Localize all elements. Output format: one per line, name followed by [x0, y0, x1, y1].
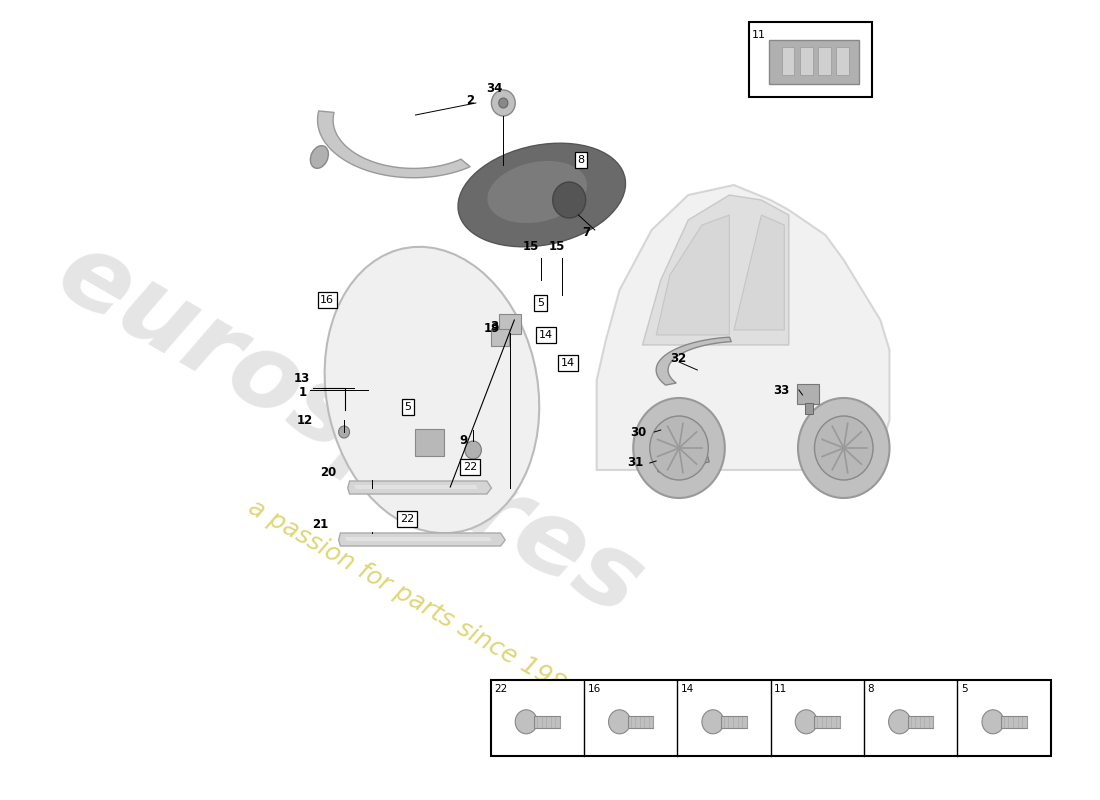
Text: 31: 31 — [627, 457, 644, 470]
Text: 9: 9 — [460, 434, 467, 447]
Polygon shape — [661, 423, 700, 440]
Circle shape — [650, 416, 708, 480]
Text: 7: 7 — [582, 226, 591, 238]
Bar — [814, 716, 840, 728]
Text: 15: 15 — [549, 239, 565, 253]
Bar — [781, 47, 794, 75]
Text: 34: 34 — [486, 82, 503, 94]
Circle shape — [795, 710, 817, 734]
Text: 15: 15 — [522, 239, 539, 253]
Polygon shape — [657, 337, 732, 385]
Circle shape — [814, 416, 873, 480]
Text: 5: 5 — [961, 684, 968, 694]
Text: eurospares: eurospares — [40, 222, 660, 638]
Bar — [628, 716, 653, 728]
Text: 3: 3 — [491, 319, 498, 333]
Bar — [908, 716, 934, 728]
FancyBboxPatch shape — [798, 384, 820, 404]
Text: 19: 19 — [483, 322, 499, 334]
Text: 12: 12 — [297, 414, 313, 426]
Text: 32: 32 — [670, 351, 686, 365]
Bar — [535, 716, 560, 728]
Text: 14: 14 — [539, 330, 553, 340]
Polygon shape — [354, 485, 477, 489]
Bar — [1001, 716, 1026, 728]
Polygon shape — [734, 215, 784, 330]
Text: 8: 8 — [868, 684, 875, 694]
Ellipse shape — [310, 146, 329, 168]
Text: 16: 16 — [587, 684, 601, 694]
Circle shape — [552, 182, 585, 218]
Circle shape — [634, 398, 725, 498]
FancyBboxPatch shape — [769, 40, 859, 84]
Polygon shape — [657, 451, 710, 472]
Circle shape — [492, 90, 515, 116]
Text: 20: 20 — [320, 466, 337, 478]
Text: 8: 8 — [578, 155, 584, 165]
Text: 14: 14 — [681, 684, 694, 694]
FancyBboxPatch shape — [805, 402, 813, 414]
Circle shape — [608, 710, 630, 734]
Bar — [800, 47, 813, 75]
Circle shape — [515, 710, 537, 734]
Circle shape — [498, 98, 508, 108]
Polygon shape — [657, 215, 729, 335]
Text: 2: 2 — [466, 94, 474, 106]
Bar — [722, 716, 747, 728]
FancyBboxPatch shape — [749, 22, 872, 97]
Circle shape — [982, 710, 1004, 734]
Text: 30: 30 — [630, 426, 646, 438]
Circle shape — [889, 710, 911, 734]
FancyBboxPatch shape — [491, 329, 509, 346]
Text: 33: 33 — [773, 383, 790, 397]
Polygon shape — [348, 481, 492, 494]
Ellipse shape — [324, 247, 539, 533]
FancyBboxPatch shape — [498, 314, 520, 334]
Circle shape — [339, 426, 350, 438]
Text: 22: 22 — [463, 462, 477, 472]
Text: a passion for parts since 1985: a passion for parts since 1985 — [244, 495, 583, 705]
Text: 11: 11 — [752, 30, 767, 40]
Text: 5: 5 — [537, 298, 544, 308]
Bar — [836, 47, 849, 75]
Circle shape — [465, 441, 482, 459]
Polygon shape — [596, 185, 890, 470]
Polygon shape — [642, 195, 789, 345]
Polygon shape — [345, 537, 492, 541]
Circle shape — [702, 710, 724, 734]
Text: 13: 13 — [294, 371, 310, 385]
Ellipse shape — [487, 161, 587, 223]
FancyBboxPatch shape — [491, 680, 1050, 756]
Text: 21: 21 — [312, 518, 329, 531]
Text: 14: 14 — [561, 358, 575, 368]
Polygon shape — [339, 533, 505, 546]
Circle shape — [798, 398, 890, 498]
Text: 5: 5 — [405, 402, 411, 412]
Bar — [818, 47, 830, 75]
Ellipse shape — [458, 143, 626, 246]
Text: 22: 22 — [494, 684, 507, 694]
Text: 22: 22 — [400, 514, 415, 524]
Text: 1: 1 — [298, 386, 307, 399]
Polygon shape — [318, 111, 470, 178]
Text: 16: 16 — [320, 295, 334, 305]
Text: 11: 11 — [774, 684, 788, 694]
FancyBboxPatch shape — [415, 429, 443, 456]
